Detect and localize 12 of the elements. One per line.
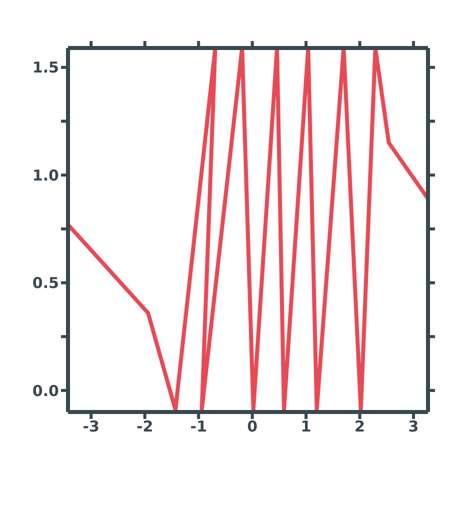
x-tick-label: 2 <box>354 418 365 436</box>
x-tick-label: -1 <box>190 418 207 436</box>
y-tick-label: 1.0 <box>32 166 59 184</box>
x-tick-label: 3 <box>408 418 419 436</box>
x-tick-label: 1 <box>300 418 312 436</box>
y-tick-label: 0.0 <box>32 382 59 400</box>
x-tick-label: -3 <box>82 418 100 436</box>
line-series <box>68 48 428 412</box>
y-tick-label: 0.5 <box>32 274 59 292</box>
x-tick-label: 0 <box>247 418 258 436</box>
x-tick-label: -2 <box>136 418 154 436</box>
y-tick-label: 1.5 <box>32 58 59 77</box>
